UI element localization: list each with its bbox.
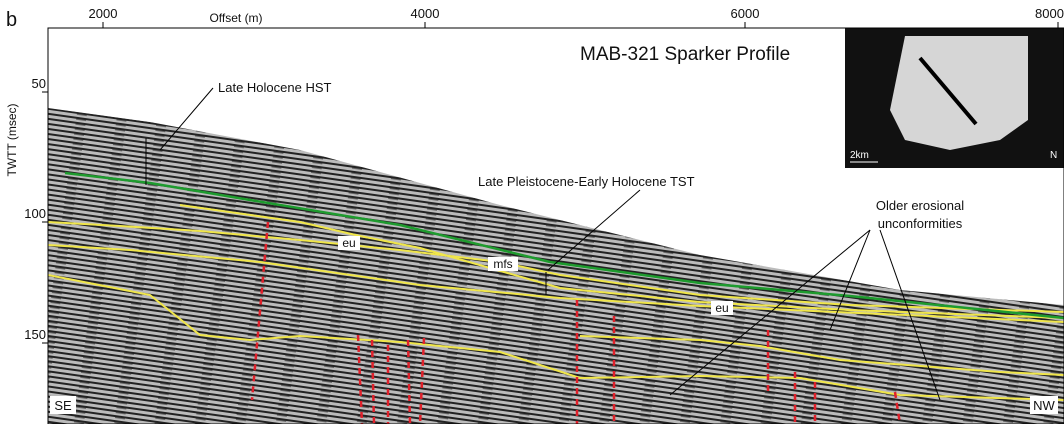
x-tick-label: 2000 bbox=[89, 6, 118, 21]
horizon bbox=[48, 244, 1064, 323]
y-axis-title: TWTT (msec) bbox=[5, 103, 19, 176]
annotation: Older erosional bbox=[876, 198, 964, 213]
x-tick-label: 6000 bbox=[731, 6, 760, 21]
tick-marks bbox=[42, 22, 1059, 344]
annotation: Late Holocene HST bbox=[218, 80, 332, 95]
annotation: unconformities bbox=[878, 216, 963, 231]
panel-label: b bbox=[6, 9, 17, 31]
y-tick-label: 100 bbox=[24, 206, 46, 221]
x-tick-label: 8000 bbox=[1035, 6, 1064, 21]
label-box bbox=[50, 396, 76, 414]
x-axis-title: Offset (m) bbox=[209, 11, 262, 25]
horizon-label: eu bbox=[715, 301, 728, 315]
leader-lines bbox=[145, 87, 941, 401]
mfs-horizon bbox=[64, 171, 1064, 320]
y-tick-label: 50 bbox=[32, 76, 46, 91]
annotation: Late Pleistocene-Early Holocene TST bbox=[478, 174, 695, 189]
faults bbox=[250, 221, 902, 424]
frame bbox=[47, 27, 1064, 424]
direction-label: SE bbox=[54, 398, 72, 413]
inset-north: N bbox=[1050, 150, 1057, 161]
direction-label: NW bbox=[1033, 398, 1055, 413]
label-box bbox=[488, 257, 518, 271]
label-box bbox=[711, 301, 733, 315]
y-tick-label: 150 bbox=[24, 327, 46, 342]
horizon bbox=[48, 274, 1064, 401]
label-box bbox=[1030, 396, 1058, 414]
inset-map bbox=[845, 28, 1064, 168]
x-tick-label: 4000 bbox=[411, 6, 440, 21]
label-box bbox=[338, 236, 360, 250]
horizon bbox=[579, 335, 1064, 376]
seismic-texture bbox=[48, 108, 1064, 424]
horizon-label: mfs bbox=[493, 257, 512, 271]
profile-title: MAB-321 Sparker Profile bbox=[580, 44, 790, 65]
horizon-label: eu bbox=[342, 236, 355, 250]
seismic-section bbox=[48, 28, 1064, 424]
inset-scale: 2km bbox=[850, 150, 869, 161]
